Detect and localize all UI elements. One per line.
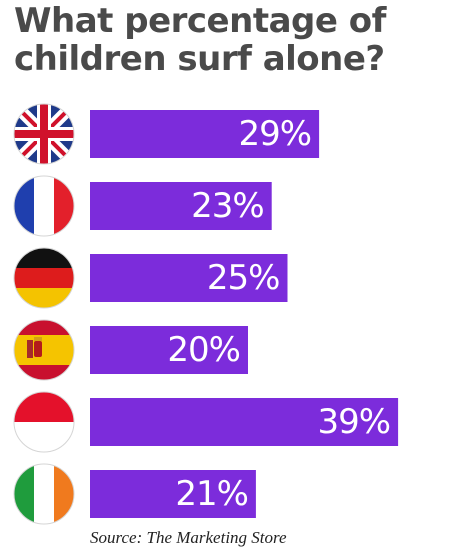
bar-1: [90, 182, 272, 230]
flag-outlines: [13, 103, 75, 525]
germany-flag-icon: [14, 248, 74, 308]
bar-value-label: 39%: [318, 402, 391, 442]
france-flag-icon: [14, 176, 74, 236]
uk-flag-icon: [14, 104, 74, 164]
bar-4: [90, 398, 399, 446]
bar-value-label: 29%: [239, 114, 312, 154]
bar-2: [90, 254, 288, 302]
bar-value-label: 20%: [167, 330, 240, 370]
chart-title: What percentage of children surf alone?: [14, 2, 464, 78]
source-note: Source: The Marketing Store: [90, 528, 287, 547]
bar-value-label: 25%: [207, 258, 280, 298]
bar-0: [90, 110, 320, 158]
ireland-flag-icon: [14, 464, 74, 524]
spain-flag-icon: [14, 320, 74, 380]
bar-value-label: 21%: [175, 474, 248, 514]
bar-value-label: 23%: [191, 186, 264, 226]
bar-5: [90, 470, 256, 518]
chart-title-line-2: children surf alone?: [14, 39, 385, 79]
bar-3: [90, 326, 248, 374]
chart-title-line-1: What percentage of: [14, 1, 386, 41]
bars-group: 29% 23% 25% 20% 39% 21%: [90, 110, 399, 518]
